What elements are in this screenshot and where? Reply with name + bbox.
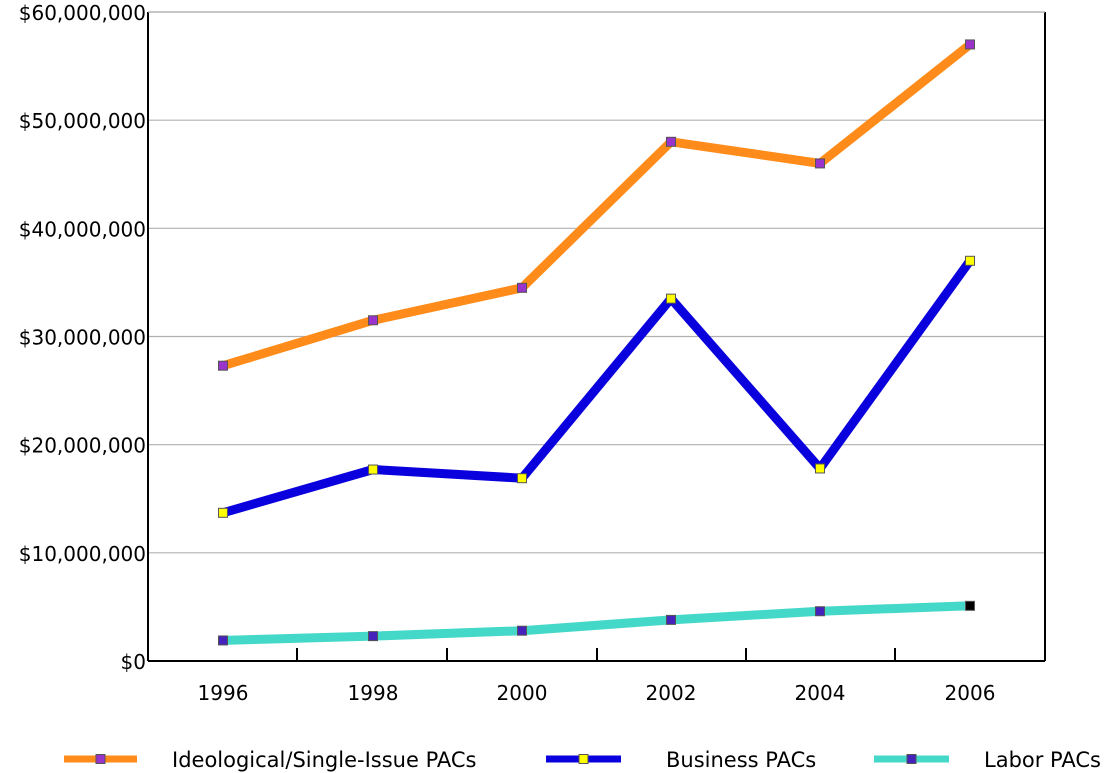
data-point (666, 614, 676, 625)
y-tick-label: $50,000,000 (19, 109, 146, 133)
y-tick-label: $60,000,000 (19, 1, 146, 25)
y-tick-label: $0 (121, 650, 146, 674)
x-tick-labels: 1996 1998 2000 2002 2004 2006 (198, 681, 996, 705)
y-tick-label: $40,000,000 (19, 217, 146, 241)
data-point (218, 507, 228, 518)
legend-label: Business PACs (666, 748, 816, 772)
legend-swatch-marker (95, 754, 106, 764)
legend-label: Ideological/Single-Issue PACs (172, 748, 477, 772)
legend-item: Ideological/Single-Issue PACs (64, 748, 477, 772)
x-tick-label: 2004 (795, 681, 846, 705)
y-tick-label: $10,000,000 (19, 542, 146, 566)
series-lines (218, 39, 975, 646)
series-group (218, 39, 975, 371)
data-point (368, 315, 378, 326)
data-point (815, 158, 825, 169)
data-point (965, 600, 975, 611)
x-tick-label: 2000 (497, 681, 548, 705)
x-tick-label: 2002 (646, 681, 697, 705)
data-point (815, 463, 825, 474)
x-tick-label: 1996 (198, 681, 249, 705)
y-tick-label: $20,000,000 (19, 434, 146, 458)
data-point (368, 464, 378, 475)
legend-label: Labor PACs (984, 748, 1101, 772)
series-line (218, 256, 975, 518)
data-point (218, 360, 228, 371)
data-point (517, 473, 527, 484)
legend-item: Business PACs (546, 748, 816, 772)
data-point (368, 631, 378, 642)
series-line (218, 601, 975, 645)
data-point (965, 255, 975, 266)
data-point (666, 293, 676, 304)
data-point (517, 625, 527, 636)
legend: Ideological/Single-Issue PACs Business PA… (64, 748, 1101, 772)
data-point (815, 606, 825, 617)
data-point (218, 635, 228, 646)
legend-swatch-marker (578, 754, 589, 764)
y-tick-labels: $0 $10,000,000 $20,000,000 $30,000,000 $40,0… (19, 1, 146, 674)
series-group (218, 600, 975, 646)
series-line (218, 40, 975, 371)
legend-swatch-marker (906, 754, 917, 764)
x-tick-label: 1998 (348, 681, 399, 705)
y-tick-label: $30,000,000 (19, 326, 146, 350)
axes (147, 11, 1046, 662)
data-point (517, 282, 527, 293)
data-point (965, 39, 975, 50)
x-tick-label: 2006 (945, 681, 996, 705)
data-point (666, 136, 676, 147)
series-group (218, 255, 975, 518)
legend-item: Labor PACs (874, 748, 1101, 772)
